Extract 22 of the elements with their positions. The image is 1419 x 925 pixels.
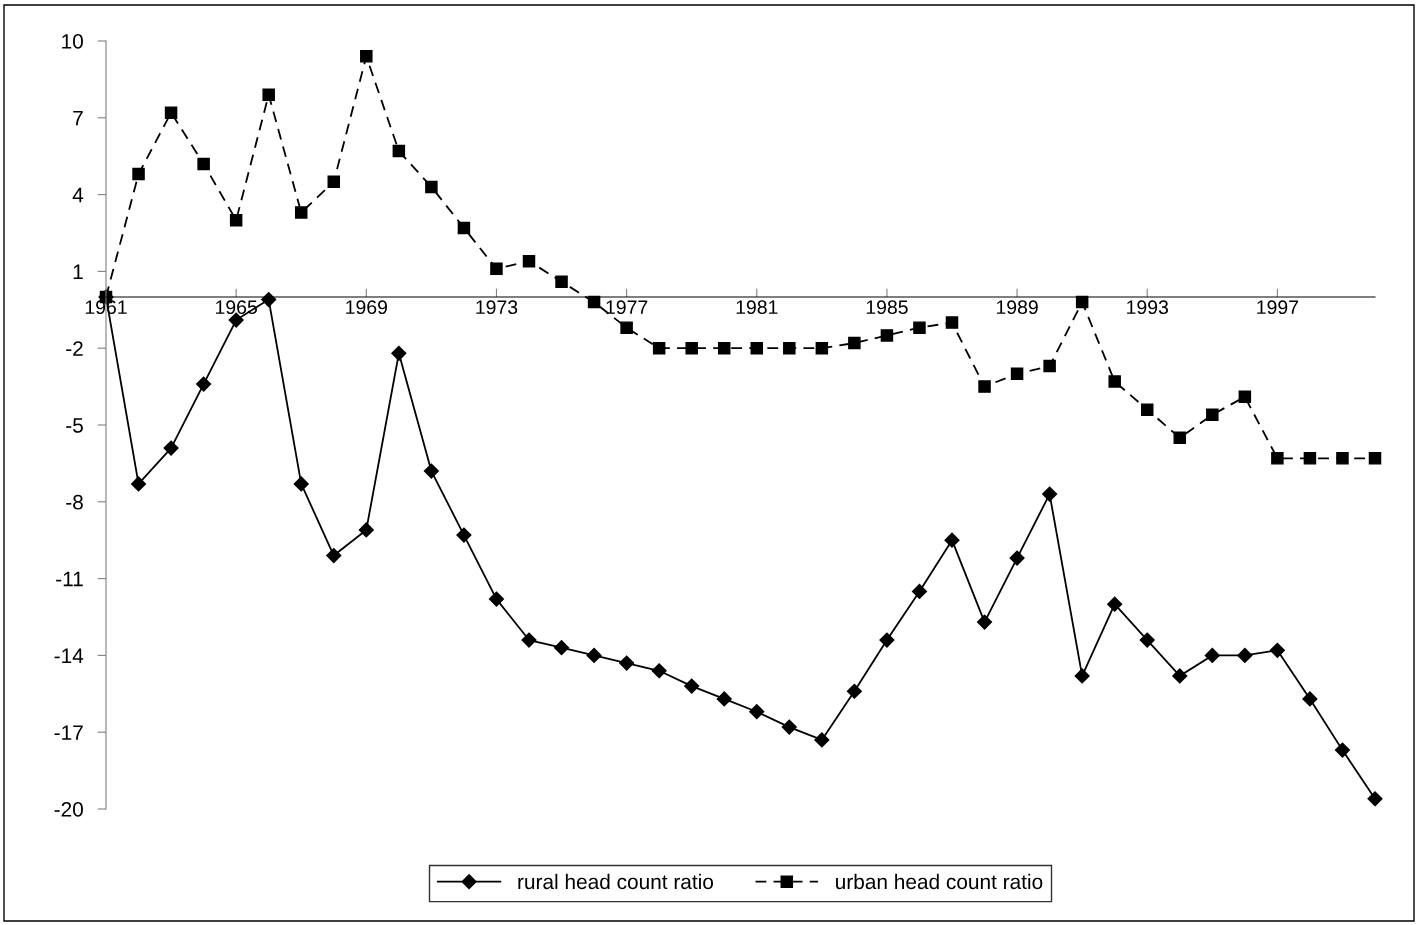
y-tick-label: 7 xyxy=(73,111,83,126)
legend-label: urban head count ratio xyxy=(836,873,1043,890)
x-tick-label: 1997 xyxy=(1257,300,1299,315)
y-tick-label: -14 xyxy=(54,648,84,663)
x-tick-label: 1993 xyxy=(1127,300,1169,315)
x-tick-label: 1965 xyxy=(216,300,257,315)
x-tick-label: 1989 xyxy=(996,300,1038,315)
y-tick-label: -5 xyxy=(66,418,83,433)
y-tick-label: 1 xyxy=(73,264,83,279)
x-tick-label: 1973 xyxy=(476,300,518,315)
y-tick-label: -2 xyxy=(66,341,83,356)
x-tick-label: 1969 xyxy=(346,300,388,315)
y-tick-label: -17 xyxy=(54,725,83,740)
x-tick-label: 1977 xyxy=(606,300,648,315)
y-tick-label: -11 xyxy=(56,571,83,587)
y-tick-label: 4 xyxy=(72,187,84,203)
y-tick-label: -20 xyxy=(54,802,83,817)
y-tick-label: 10 xyxy=(62,34,83,49)
x-tick-label: 1981 xyxy=(736,300,778,315)
legend-label: rural head count ratio xyxy=(518,873,714,890)
x-tick-label: 1985 xyxy=(866,300,908,315)
y-tick-label: -8 xyxy=(66,494,83,510)
